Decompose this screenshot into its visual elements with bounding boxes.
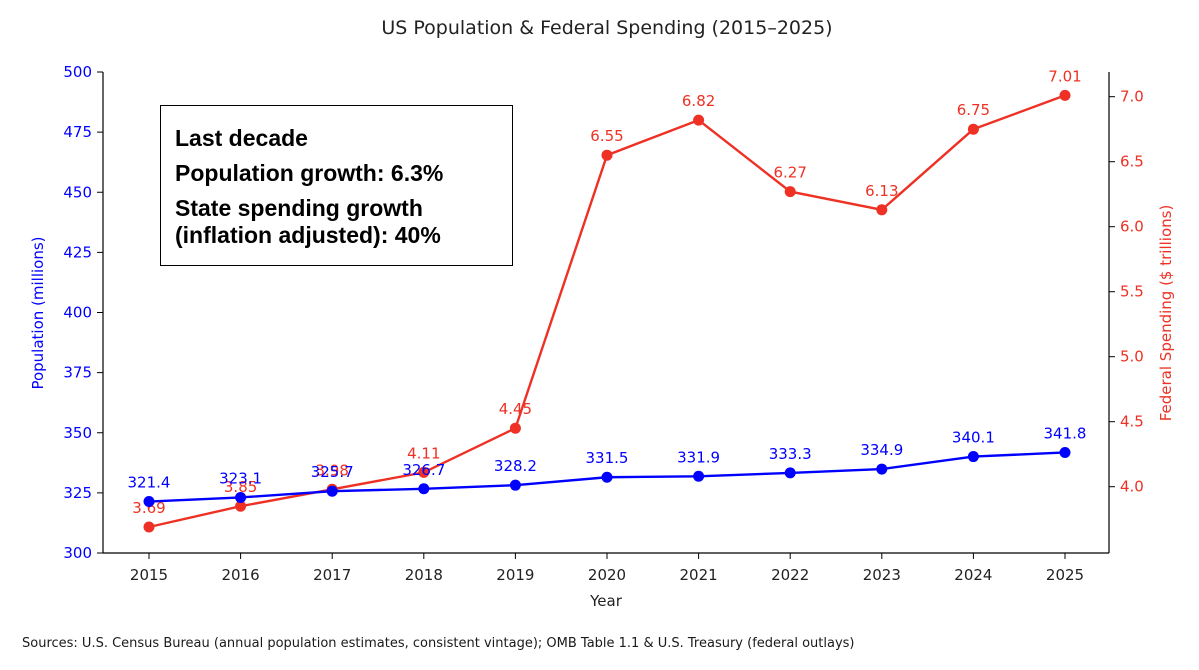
y-tick-label-left: 375: [63, 364, 92, 382]
series-population: 321.4 323.1 325.7 326.7 328.2 331.5 331.9 333.3…: [128, 424, 1087, 508]
x-axis-label: Year: [589, 592, 623, 610]
data-label-population: 325.7: [311, 463, 354, 481]
y-tick-label-left: 500: [63, 63, 92, 81]
data-label-population: 340.1: [952, 429, 995, 447]
annotation-line-1: Last decade: [175, 125, 308, 151]
data-label-population: 334.9: [860, 441, 903, 459]
x-tick-label: 2023: [863, 566, 901, 584]
y-tick-label-right: 7.0: [1120, 88, 1144, 106]
y-tick-label-left: 450: [63, 183, 92, 201]
data-point-spending: [1059, 89, 1071, 101]
data-label-spending: 6.75: [957, 101, 990, 119]
data-point-population: [418, 483, 430, 495]
data-label-spending: 6.55: [590, 127, 623, 145]
annotation-line-2: Population growth: 6.3%: [175, 160, 444, 186]
y-tick-label-left: 475: [63, 123, 92, 141]
source-note: Sources: U.S. Census Bureau (annual popu…: [22, 636, 855, 651]
data-point-spending: [143, 521, 155, 533]
data-label-spending: 6.27: [773, 164, 806, 182]
x-tick-label: 2019: [496, 566, 534, 584]
x-tick-label: 2024: [954, 566, 992, 584]
x-tick-label: 2016: [222, 566, 260, 584]
data-label-population: 331.9: [677, 448, 720, 466]
data-point-population: [967, 451, 979, 463]
y-tick-label-right: 5.5: [1120, 283, 1144, 301]
data-label-population: 323.1: [219, 469, 262, 487]
data-label-spending: 6.82: [682, 92, 715, 110]
data-point-population: [693, 470, 705, 482]
data-label-population: 321.4: [128, 474, 171, 492]
y-axis-label-right: Federal Spending ($ trillions): [1157, 205, 1175, 422]
data-point-population: [326, 485, 338, 497]
y-tick-label-right: 6.0: [1120, 218, 1144, 236]
chart-title: US Population & Federal Spending (2015–2…: [381, 17, 832, 39]
annotation-line-4: (inflation adjusted): 40%: [175, 222, 441, 248]
data-point-spending: [876, 204, 888, 216]
x-tick-label: 2015: [130, 566, 168, 584]
data-label-spending: 4.11: [407, 444, 440, 462]
y-tick-label-left: 400: [63, 304, 92, 322]
axes: 300 325 350 375 400 425 450 475 500 4.0 4.5 5.0 5.5 6…: [63, 63, 1144, 584]
data-point-population: [784, 467, 796, 479]
data-point-population: [235, 491, 247, 503]
data-label-spending: 3.69: [132, 499, 165, 517]
data-label-spending: 3.85: [224, 478, 257, 496]
data-label-spending: 3.98: [315, 461, 348, 479]
data-point-spending: [784, 186, 796, 198]
y-tick-label-right: 5.0: [1120, 348, 1144, 366]
data-label-spending: 4.45: [499, 400, 532, 418]
data-label-spending: 7.01: [1048, 67, 1081, 85]
x-tick-label: 2018: [405, 566, 443, 584]
data-point-spending: [418, 466, 430, 478]
data-point-population: [143, 496, 155, 508]
x-tick-label: 2020: [588, 566, 626, 584]
data-point-spending: [235, 500, 247, 512]
data-label-population: 331.5: [586, 449, 629, 467]
data-point-spending: [509, 422, 521, 434]
data-point-spending: [693, 114, 705, 126]
y-axis-label-left: Population (millions): [29, 236, 47, 389]
y-tick-label-right: 4.0: [1120, 478, 1144, 496]
data-point-population: [876, 463, 888, 475]
annotation-box: Last decade Population growth: 6.3% Stat…: [160, 105, 513, 266]
annotation-line-3: State spending growth: [175, 195, 423, 221]
y-tick-label-left: 350: [63, 424, 92, 442]
data-label-population: 326.7: [402, 461, 445, 479]
data-point-spending: [601, 149, 613, 161]
data-point-population: [1059, 446, 1071, 458]
y-tick-label-left: 300: [63, 544, 92, 562]
data-point-spending: [967, 123, 979, 135]
x-tick-label: 2022: [771, 566, 809, 584]
data-label-population: 333.3: [769, 445, 812, 463]
data-point-population: [509, 479, 521, 491]
y-tick-label-left: 325: [63, 484, 92, 502]
data-point-population: [601, 471, 613, 483]
x-tick-label: 2021: [680, 566, 718, 584]
y-tick-label-left: 425: [63, 243, 92, 261]
y-tick-label-right: 4.5: [1120, 413, 1144, 431]
y-tick-label-right: 6.5: [1120, 153, 1144, 171]
x-tick-label: 2025: [1046, 566, 1084, 584]
data-label-spending: 6.13: [865, 182, 898, 200]
data-label-population: 328.2: [494, 457, 537, 475]
data-label-population: 341.8: [1044, 424, 1087, 442]
x-tick-label: 2017: [313, 566, 351, 584]
